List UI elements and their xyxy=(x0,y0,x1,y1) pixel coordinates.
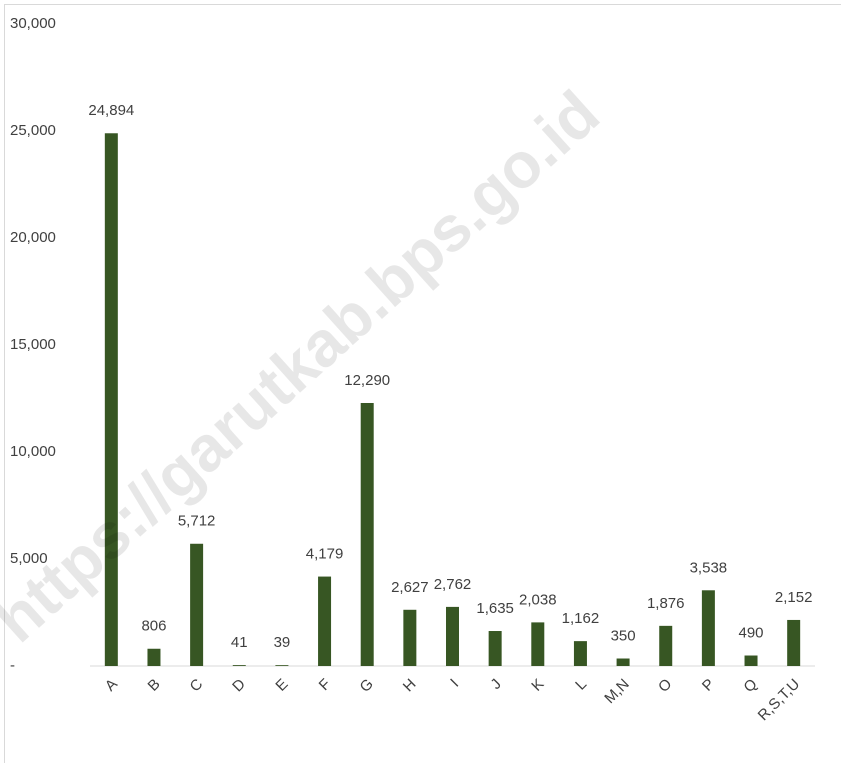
bar xyxy=(573,641,587,666)
data-label: 2,038 xyxy=(519,591,557,608)
bar xyxy=(147,648,161,666)
bar xyxy=(488,631,502,666)
x-tick-label: H xyxy=(400,676,420,696)
bar xyxy=(232,665,246,666)
y-tick-label: 20,000 xyxy=(10,229,56,246)
data-label: 2,762 xyxy=(434,576,472,593)
data-label: 490 xyxy=(739,624,764,641)
y-tick-label: 25,000 xyxy=(10,122,56,139)
data-label: 41 xyxy=(231,634,248,651)
y-tick-label: 10,000 xyxy=(10,443,56,460)
data-label: 1,162 xyxy=(562,610,600,627)
data-label: 4,179 xyxy=(306,546,344,563)
bar xyxy=(318,576,332,666)
y-tick-label: - xyxy=(10,657,15,674)
x-tick-label: O xyxy=(655,676,675,696)
x-tick-label: A xyxy=(102,676,121,695)
data-label: 2,152 xyxy=(775,589,813,606)
x-tick-label: F xyxy=(316,676,335,695)
data-label: 3,538 xyxy=(690,559,728,576)
x-tick-label: M,N xyxy=(601,676,632,707)
x-tick-label: J xyxy=(487,676,504,693)
bar xyxy=(616,658,630,666)
chart-border xyxy=(4,4,841,763)
x-tick-label: E xyxy=(272,676,291,695)
x-tick-label: L xyxy=(572,676,590,694)
bar xyxy=(744,655,758,666)
data-label: 5,712 xyxy=(178,513,216,530)
bar xyxy=(275,665,289,666)
watermark: https://garutkab.bps.go.id xyxy=(0,77,613,656)
x-tick-label: P xyxy=(699,676,718,695)
x-tick-label: I xyxy=(447,676,462,691)
bar xyxy=(787,619,801,666)
bar xyxy=(701,590,715,666)
data-label: 1,635 xyxy=(476,600,514,617)
x-tick-label: R,S,T,U xyxy=(755,676,804,725)
bar xyxy=(360,402,374,666)
x-tick-label: D xyxy=(229,676,249,696)
bar xyxy=(446,606,459,666)
y-tick-label: 15,000 xyxy=(10,336,56,353)
y-tick-label: 30,000 xyxy=(10,15,56,32)
x-tick-label: Q xyxy=(740,676,760,696)
data-label: 12,290 xyxy=(344,372,390,389)
data-label: 24,894 xyxy=(88,102,134,119)
bar xyxy=(659,625,673,666)
data-label: 39 xyxy=(274,634,291,651)
x-tick-label: G xyxy=(357,676,377,696)
data-label: 1,876 xyxy=(647,595,685,612)
y-tick-label: 5,000 xyxy=(10,550,48,567)
bar xyxy=(403,609,417,666)
data-label: 350 xyxy=(611,627,636,644)
data-label: 806 xyxy=(141,618,166,635)
x-tick-label: B xyxy=(145,676,164,695)
data-label: 2,627 xyxy=(391,579,429,596)
bar xyxy=(531,622,545,666)
x-tick-label: K xyxy=(528,676,547,695)
bar xyxy=(190,543,204,666)
bar xyxy=(104,133,118,666)
x-tick-label: C xyxy=(187,676,207,696)
